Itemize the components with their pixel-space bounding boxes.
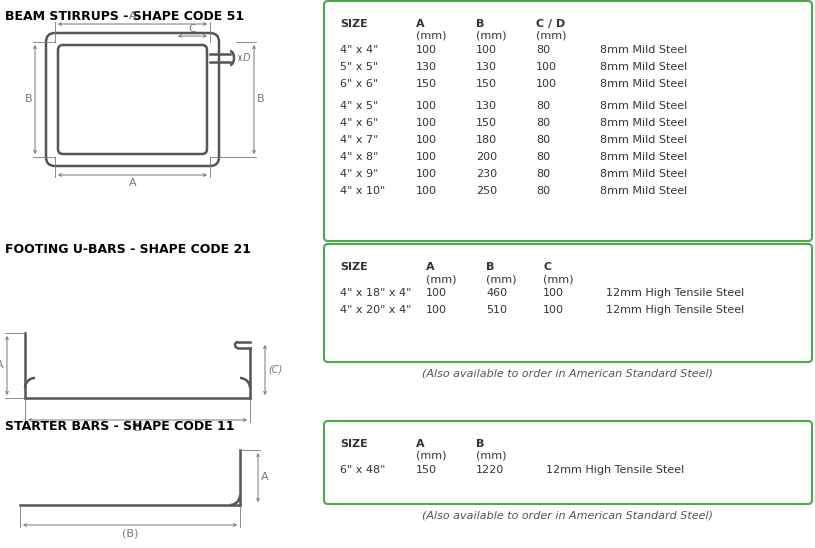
Text: 8mm Mild Steel: 8mm Mild Steel — [600, 169, 687, 179]
Text: (Also available to order in American Standard Steel): (Also available to order in American Sta… — [422, 368, 713, 378]
Text: BEAM STIRRUPS - SHAPE CODE 51: BEAM STIRRUPS - SHAPE CODE 51 — [5, 10, 244, 23]
Text: (mm): (mm) — [543, 274, 574, 284]
Text: 130: 130 — [476, 101, 497, 111]
Text: 100: 100 — [416, 118, 437, 128]
Text: 200: 200 — [476, 152, 497, 162]
Text: 8mm Mild Steel: 8mm Mild Steel — [600, 186, 687, 196]
Text: 100: 100 — [416, 186, 437, 196]
Text: 80: 80 — [536, 118, 550, 128]
Text: 80: 80 — [536, 186, 550, 196]
Text: FOOTING U-BARS - SHAPE CODE 21: FOOTING U-BARS - SHAPE CODE 21 — [5, 243, 251, 256]
Text: (B): (B) — [121, 528, 139, 538]
Text: (mm): (mm) — [426, 274, 456, 284]
Text: 8mm Mild Steel: 8mm Mild Steel — [600, 45, 687, 55]
Text: 100: 100 — [426, 288, 447, 298]
Text: B: B — [257, 94, 265, 105]
Text: (mm): (mm) — [536, 31, 566, 41]
Text: A: A — [416, 439, 425, 449]
Text: 8mm Mild Steel: 8mm Mild Steel — [600, 118, 687, 128]
Text: SIZE: SIZE — [340, 262, 368, 272]
Text: (C): (C) — [268, 365, 282, 375]
Text: 100: 100 — [426, 305, 447, 315]
Text: 12mm High Tensile Steel: 12mm High Tensile Steel — [546, 465, 685, 475]
Text: 4" x 4": 4" x 4" — [340, 45, 378, 55]
Text: 100: 100 — [416, 45, 437, 55]
Text: 100: 100 — [416, 101, 437, 111]
Text: 230: 230 — [476, 169, 497, 179]
Text: 4" x 8": 4" x 8" — [340, 152, 378, 162]
Text: (mm): (mm) — [476, 31, 506, 41]
Text: 8mm Mild Steel: 8mm Mild Steel — [600, 62, 687, 72]
Text: (mm): (mm) — [476, 451, 506, 461]
Text: 80: 80 — [536, 169, 550, 179]
Text: 4" x 18" x 4": 4" x 18" x 4" — [340, 288, 412, 298]
Text: 8mm Mild Steel: 8mm Mild Steel — [600, 101, 687, 111]
Text: 4" x 20" x 4": 4" x 20" x 4" — [340, 305, 412, 315]
Text: 4" x 6": 4" x 6" — [340, 118, 378, 128]
Text: 12mm High Tensile Steel: 12mm High Tensile Steel — [606, 305, 744, 315]
Text: 100: 100 — [416, 135, 437, 145]
Text: 4" x 10": 4" x 10" — [340, 186, 385, 196]
Text: 100: 100 — [536, 79, 557, 89]
Text: D: D — [243, 53, 250, 63]
Text: B: B — [134, 423, 141, 433]
Text: 100: 100 — [476, 45, 497, 55]
Text: STARTER BARS - SHAPE CODE 11: STARTER BARS - SHAPE CODE 11 — [5, 420, 235, 433]
Text: 100: 100 — [416, 152, 437, 162]
Text: 150: 150 — [476, 118, 497, 128]
Text: 150: 150 — [416, 465, 437, 475]
Text: 4" x 7": 4" x 7" — [340, 135, 378, 145]
Text: A: A — [426, 262, 434, 272]
Text: SIZE: SIZE — [340, 439, 368, 449]
Text: 1220: 1220 — [476, 465, 504, 475]
Text: A: A — [261, 472, 269, 482]
Text: 8mm Mild Steel: 8mm Mild Steel — [600, 152, 687, 162]
Text: 5" x 5": 5" x 5" — [340, 62, 378, 72]
Text: 6" x 48": 6" x 48" — [340, 465, 385, 475]
Text: B: B — [24, 94, 32, 105]
Text: A: A — [0, 361, 4, 370]
Text: 100: 100 — [416, 169, 437, 179]
Text: B: B — [476, 439, 484, 449]
Text: 80: 80 — [536, 101, 550, 111]
Text: B: B — [486, 262, 495, 272]
Text: 100: 100 — [543, 305, 564, 315]
Text: A: A — [129, 11, 136, 21]
Text: 12mm High Tensile Steel: 12mm High Tensile Steel — [606, 288, 744, 298]
Text: C: C — [543, 262, 551, 272]
Text: 150: 150 — [476, 79, 497, 89]
Text: (Also available to order in American Standard Steel): (Also available to order in American Sta… — [422, 510, 713, 520]
Text: 100: 100 — [543, 288, 564, 298]
Text: 150: 150 — [416, 79, 437, 89]
Text: 130: 130 — [416, 62, 437, 72]
FancyBboxPatch shape — [324, 1, 812, 241]
Text: A: A — [416, 19, 425, 29]
FancyBboxPatch shape — [324, 244, 812, 362]
Text: 250: 250 — [476, 186, 497, 196]
Text: (mm): (mm) — [416, 451, 447, 461]
Text: 8mm Mild Steel: 8mm Mild Steel — [600, 79, 687, 89]
Text: (mm): (mm) — [416, 31, 447, 41]
Text: (mm): (mm) — [486, 274, 517, 284]
Text: 8mm Mild Steel: 8mm Mild Steel — [600, 135, 687, 145]
Text: 80: 80 — [536, 45, 550, 55]
Text: 4" x 5": 4" x 5" — [340, 101, 378, 111]
Text: A: A — [129, 178, 136, 188]
Text: 6" x 6": 6" x 6" — [340, 79, 378, 89]
Text: C: C — [189, 24, 196, 34]
Text: B: B — [476, 19, 484, 29]
Text: SIZE: SIZE — [340, 19, 368, 29]
Text: 180: 180 — [476, 135, 497, 145]
Text: 510: 510 — [486, 305, 507, 315]
Text: 460: 460 — [486, 288, 507, 298]
Text: 130: 130 — [476, 62, 497, 72]
FancyBboxPatch shape — [324, 421, 812, 504]
Text: C / D: C / D — [536, 19, 566, 29]
Text: 100: 100 — [536, 62, 557, 72]
Text: 4" x 9": 4" x 9" — [340, 169, 378, 179]
Text: 80: 80 — [536, 152, 550, 162]
Text: 80: 80 — [536, 135, 550, 145]
